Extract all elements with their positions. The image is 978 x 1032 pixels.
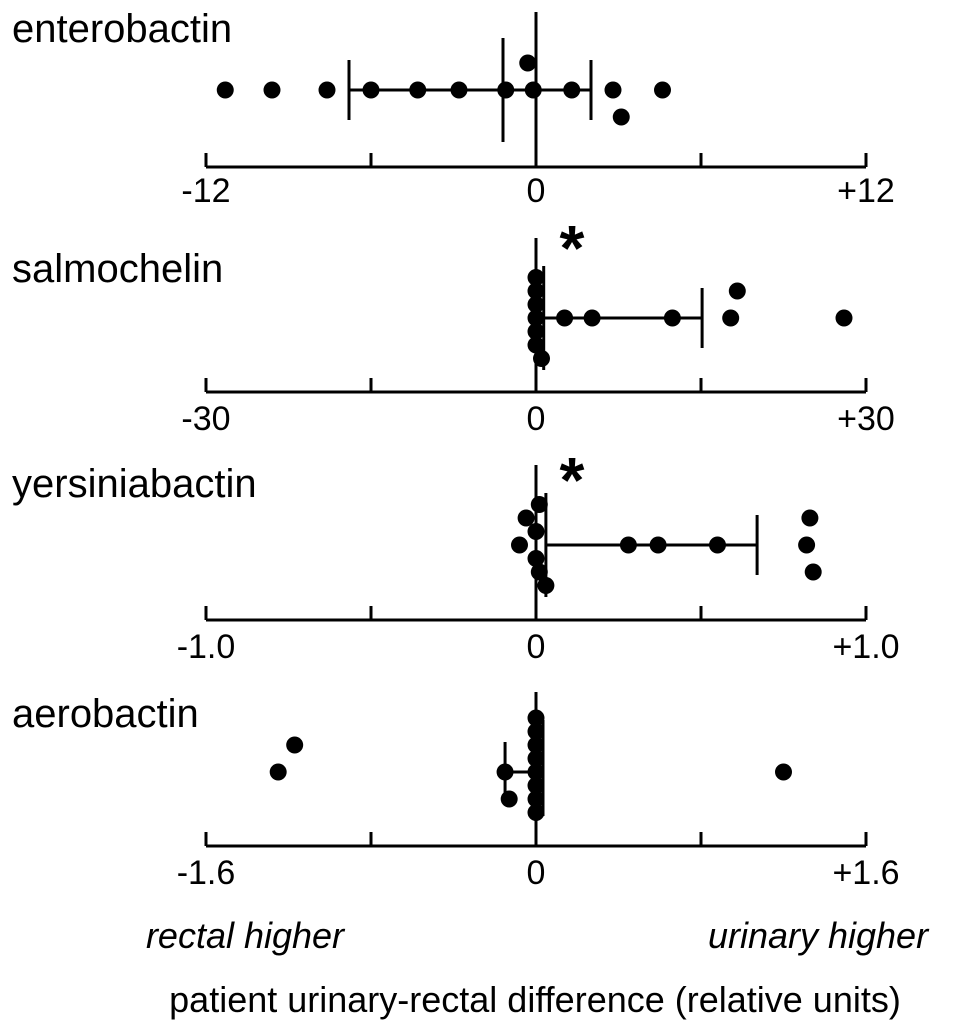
- x-tick-label: 0: [527, 628, 546, 666]
- data-point: [527, 804, 545, 821]
- data-point: [604, 81, 622, 99]
- data-point: [835, 309, 853, 327]
- data-point: [663, 309, 681, 327]
- data-point: [722, 309, 740, 327]
- data-point: [649, 536, 667, 554]
- data-point: [500, 790, 518, 808]
- x-tick-label: 0: [527, 400, 546, 438]
- data-point: [527, 269, 545, 286]
- data-point: [527, 323, 545, 340]
- x-tick-label: -12: [181, 172, 230, 210]
- data-point: [517, 509, 535, 527]
- data-point: [533, 350, 550, 367]
- data-point: [527, 790, 545, 808]
- data-point: [362, 81, 380, 99]
- data-point: [530, 496, 548, 513]
- data-point: [263, 81, 281, 99]
- data-point: [804, 563, 822, 581]
- data-point: [537, 577, 555, 594]
- data-point: [216, 81, 234, 99]
- data-point: [496, 763, 514, 781]
- panel-yersiniabactin: yersiniabactin -1.0 0 +1.0 *: [12, 444, 900, 666]
- panel-aerobactin: aerobactin -1.6 0 +1.6: [12, 692, 900, 892]
- data-point: [709, 536, 726, 554]
- significance-marker: *: [560, 444, 585, 516]
- data-point: [728, 282, 746, 300]
- data-point: [775, 763, 792, 781]
- data-point: [798, 536, 816, 554]
- data-point: [269, 763, 287, 781]
- direction-label-left: rectal higher: [146, 915, 346, 956]
- data-point: [318, 81, 336, 99]
- x-tick-label: +1.6: [832, 854, 899, 892]
- data-point: [527, 296, 545, 313]
- panel-title: aerobactin: [12, 692, 199, 736]
- data-point: [524, 81, 542, 99]
- data-point: [527, 777, 545, 794]
- data-point: [563, 81, 581, 99]
- panel-title: salmochelin: [12, 247, 223, 291]
- x-tick-label: 0: [527, 172, 546, 210]
- data-point: [530, 563, 548, 581]
- panel-enterobactin: enterobactin -12 0 +12: [12, 7, 895, 210]
- data-point: [527, 550, 545, 567]
- data-point: [527, 763, 545, 781]
- data-point: [654, 81, 671, 99]
- data-point: [612, 108, 630, 126]
- data-point: [527, 336, 545, 354]
- x-tick-label: +30: [837, 400, 895, 438]
- direction-label-right: urinary higher: [708, 915, 930, 956]
- x-tick-label: -1.0: [177, 628, 236, 666]
- data-point: [409, 81, 427, 99]
- panel-salmochelin: salmochelin -30 0 +30 *: [12, 212, 895, 438]
- data-point: [527, 723, 545, 740]
- data-point: [450, 81, 468, 99]
- x-tick-label: +12: [837, 172, 895, 210]
- x-tick-label: -30: [181, 400, 230, 438]
- data-point: [527, 750, 545, 767]
- data-point: [519, 54, 537, 72]
- x-tick-label: -1.6: [177, 854, 236, 892]
- data-point: [511, 536, 528, 554]
- data-point: [556, 309, 574, 327]
- panel-title: yersiniabactin: [12, 462, 257, 506]
- x-tick-label: 0: [527, 854, 546, 892]
- data-point: [619, 536, 637, 554]
- data-point: [527, 709, 545, 727]
- panel-title: enterobactin: [12, 7, 232, 51]
- data-point: [527, 736, 545, 754]
- data-point: [286, 736, 304, 754]
- data-point: [583, 309, 601, 327]
- data-point: [527, 282, 545, 300]
- data-point: [801, 509, 819, 527]
- data-point: [497, 81, 515, 99]
- significance-marker: *: [560, 212, 585, 284]
- x-tick-label: +1.0: [832, 628, 899, 666]
- x-axis-label: patient urinary-rectal difference (relat…: [169, 979, 901, 1020]
- data-point: [527, 309, 545, 327]
- data-point: [527, 523, 545, 540]
